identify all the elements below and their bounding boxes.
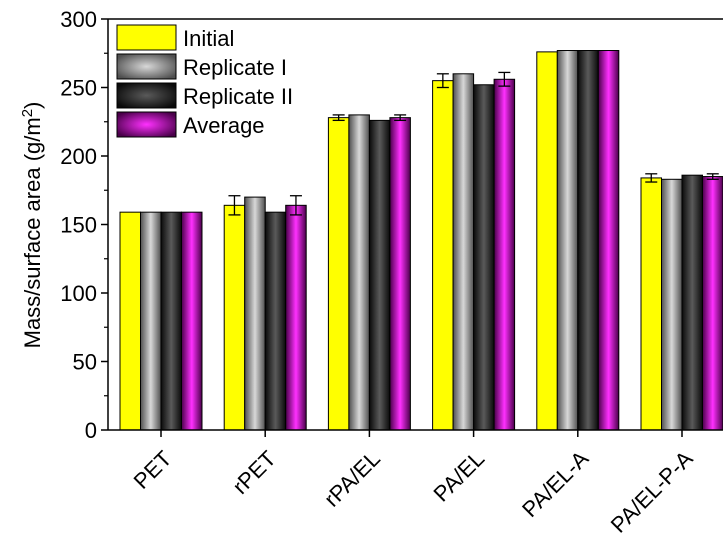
x-tick-label: PA/EL [429,446,490,507]
legend-label: Average [183,113,265,138]
bar-pa-el-a-average [597,50,620,431]
error-bar [228,195,241,216]
x-tick-label: rPA/EL [319,446,385,512]
bar-rpet-replicate-ii [264,211,287,431]
y-axis-title: Mass/surface area (g/m2) [19,102,45,349]
legend-swatch [116,24,177,51]
bar-rpet-initial [223,204,246,431]
legend-swatch [116,53,177,80]
bar-rpa-el-average [389,117,411,431]
error-bar [436,73,449,89]
bar-pa-el-a-initial [536,51,558,431]
error-bar [332,114,345,122]
error-bar [498,71,511,87]
legend-item-replicate-i: Replicate I [116,53,287,80]
y-tick-label: 300 [60,7,97,32]
bar-pet-replicate-i [140,211,162,431]
bars-layer [119,50,723,431]
bar-rpa-el-replicate-i [348,114,370,431]
legend-item-replicate-ii: Replicate II [116,82,293,109]
bar-pa-el-average [493,78,516,431]
x-tick-label: PA/EL-P-A [606,446,698,538]
y-tick-label: 50 [73,350,97,375]
error-bar [289,195,302,216]
legend-item-initial: Initial [116,24,234,51]
bar-rpa-el-replicate-ii [368,119,391,431]
bar-pet-replicate-ii [160,211,182,431]
bar-pet-initial [119,211,141,431]
legend-label: Replicate I [183,55,287,80]
x-tick-label: PA/EL-A [517,446,593,522]
legend-swatch [116,82,177,109]
y-tick-label: 150 [60,213,97,238]
y-tick-label: 0 [85,418,97,443]
bar-pet-average [181,211,203,431]
legend-label: Replicate II [183,84,293,109]
error-bar [706,173,719,180]
bar-pa-el-replicate-ii [473,84,495,431]
bar-rpet-replicate-i [244,196,266,431]
x-tick-label: rPET [228,446,281,499]
bar-pa-el-p-a-replicate-i [661,178,683,431]
bar-pa-el-replicate-i [452,73,475,431]
legend-label: Initial [183,26,234,51]
legend: Initial Replicate I Replicate II Average [116,24,293,138]
y-tick-label: 100 [60,281,97,306]
bar-rpa-el-initial [327,117,350,431]
bar-rpet-average [285,204,307,431]
bar-pa-el-p-a-average [702,176,723,431]
error-bar [645,173,658,183]
y-tick-label: 200 [60,144,97,169]
bar-pa-el-p-a-replicate-ii [681,174,703,431]
legend-swatch [116,111,177,138]
bar-pa-el-initial [432,80,454,431]
bar-pa-el-a-replicate-i [556,50,579,431]
legend-item-average: Average [116,111,265,138]
error-bar [394,114,407,122]
y-tick-label: 250 [60,76,97,101]
bar-pa-el-p-a-initial [640,177,662,431]
bar-pa-el-a-replicate-ii [577,50,599,431]
x-tick-label: PET [129,446,177,494]
